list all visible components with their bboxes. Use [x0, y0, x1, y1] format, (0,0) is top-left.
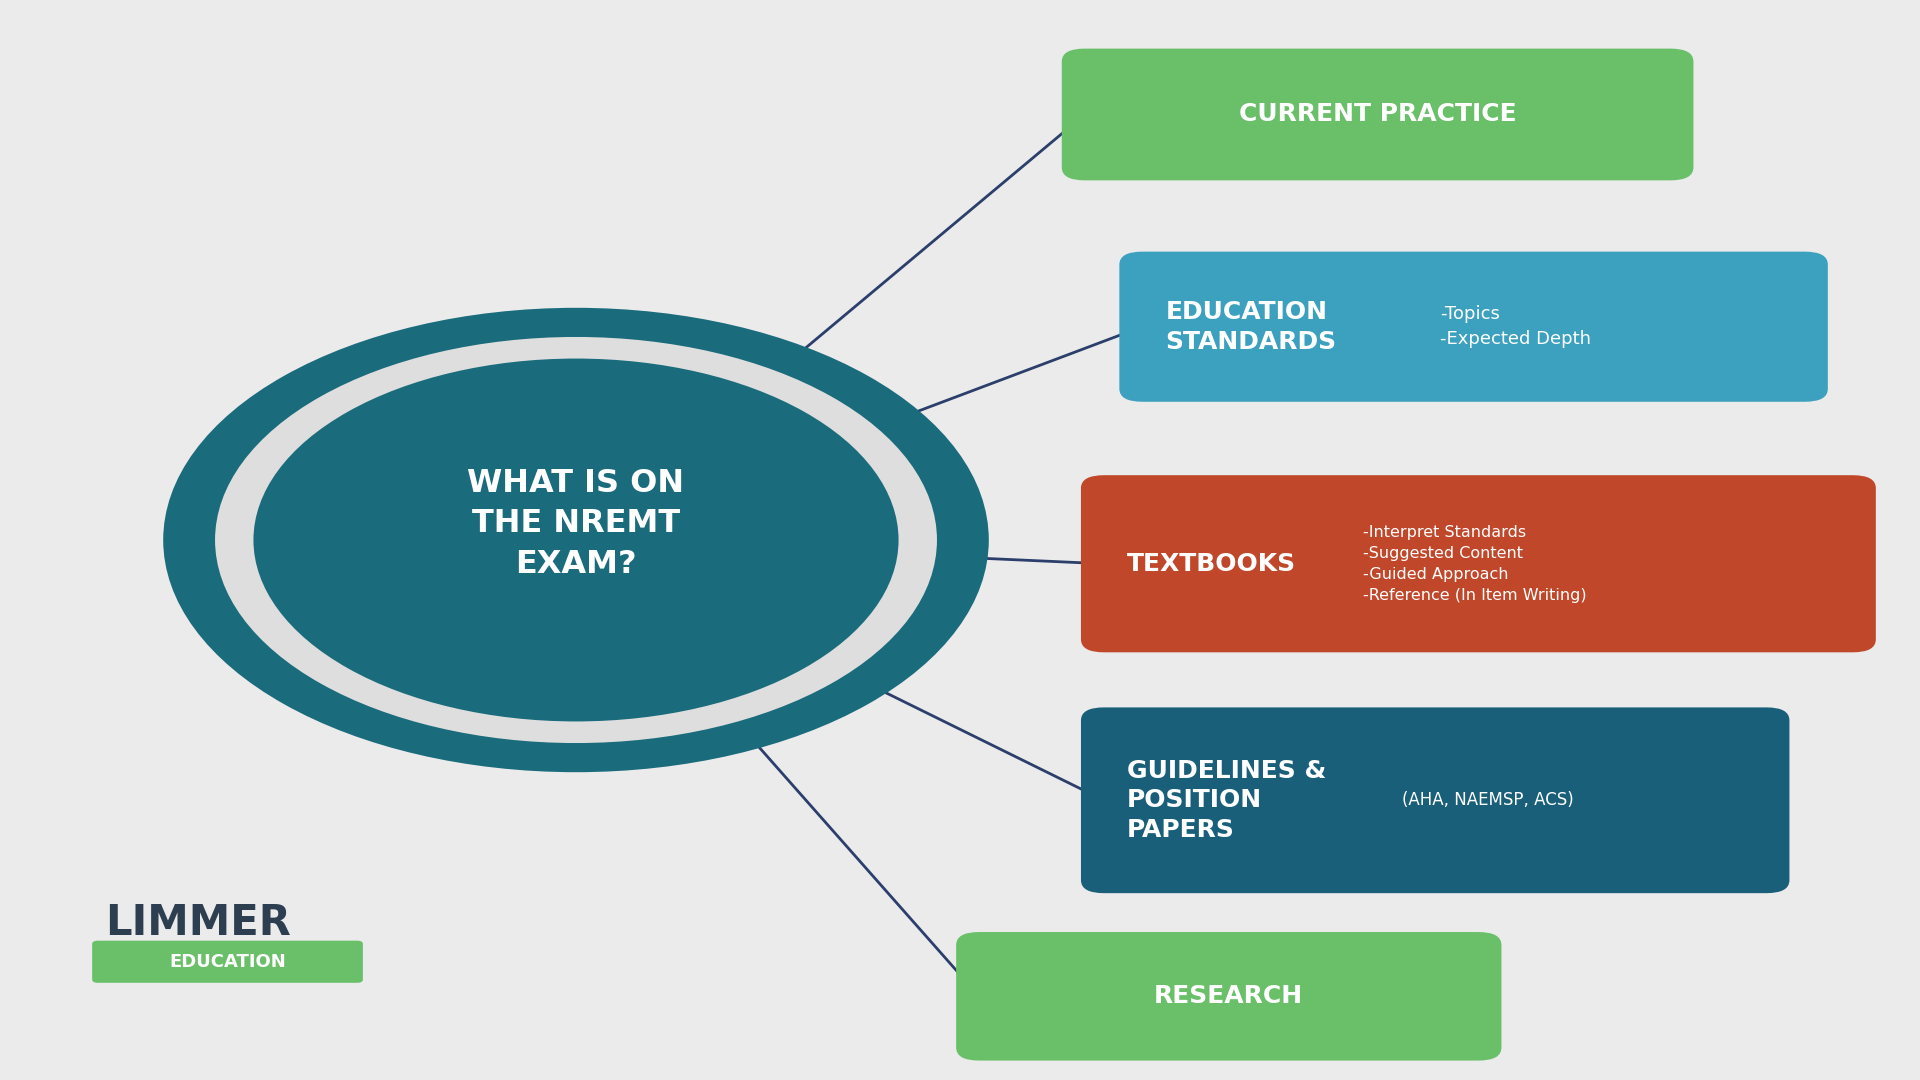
Circle shape — [253, 359, 899, 721]
FancyBboxPatch shape — [1062, 49, 1693, 180]
Text: RESEARCH: RESEARCH — [1154, 984, 1304, 1009]
FancyBboxPatch shape — [956, 932, 1501, 1061]
Text: (AHA, NAEMSP, ACS): (AHA, NAEMSP, ACS) — [1402, 792, 1572, 809]
FancyBboxPatch shape — [1081, 475, 1876, 652]
Text: LIMMER: LIMMER — [106, 903, 292, 944]
Circle shape — [163, 308, 989, 772]
Text: -Topics
-Expected Depth: -Topics -Expected Depth — [1440, 306, 1592, 348]
FancyBboxPatch shape — [92, 941, 363, 983]
Circle shape — [215, 337, 937, 743]
Text: WHAT IS ON
THE NREMT
EXAM?: WHAT IS ON THE NREMT EXAM? — [467, 468, 685, 580]
Text: EDUCATION: EDUCATION — [169, 953, 286, 971]
Text: CURRENT PRACTICE: CURRENT PRACTICE — [1238, 103, 1517, 126]
Text: TEXTBOOKS: TEXTBOOKS — [1127, 552, 1296, 576]
FancyBboxPatch shape — [1081, 707, 1789, 893]
FancyBboxPatch shape — [1119, 252, 1828, 402]
Text: -Interpret Standards
-Suggested Content
-Guided Approach
-Reference (In Item Wri: -Interpret Standards -Suggested Content … — [1363, 525, 1586, 603]
Text: EDUCATION
STANDARDS: EDUCATION STANDARDS — [1165, 300, 1336, 353]
Text: GUIDELINES &
POSITION
PAPERS: GUIDELINES & POSITION PAPERS — [1127, 758, 1327, 842]
